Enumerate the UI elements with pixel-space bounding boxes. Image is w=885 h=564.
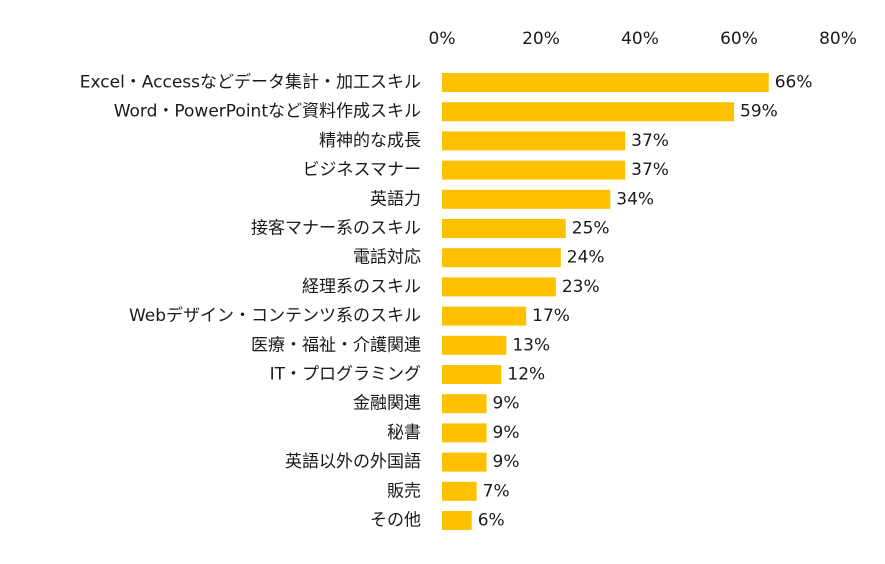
category-label: 電話対応 (353, 248, 421, 268)
category-label: 英語以外の外国語 (285, 452, 421, 472)
value-label: 17% (532, 306, 570, 326)
category-label: Word・PowerPointなど資料作成スキル (114, 102, 421, 122)
bar (442, 481, 477, 501)
bar (442, 423, 487, 443)
bar (442, 306, 527, 326)
bar (442, 102, 735, 122)
x-tick-label: 80% (819, 29, 857, 49)
value-label: 37% (631, 131, 669, 151)
value-label: 9% (493, 394, 520, 414)
category-label: 英語力 (370, 189, 421, 209)
bar (442, 160, 626, 180)
value-label: 23% (562, 277, 600, 297)
category-labels: Excel・Accessなどデータ集計・加工スキル Word・PowerPoint… (80, 72, 421, 531)
x-tick-label: 60% (720, 29, 758, 49)
category-label: 秘書 (387, 423, 421, 443)
category-label: ビジネスマナー (303, 160, 422, 180)
bar (442, 73, 769, 92)
category-label: Webデザイン・コンテンツ系のスキル (129, 305, 421, 326)
value-label: 24% (567, 248, 605, 268)
category-label: 医療・福祉・介護関連 (251, 335, 421, 355)
value-label: 66% (775, 73, 813, 93)
x-tick-label: 0% (429, 29, 456, 49)
bar (442, 248, 561, 268)
bar (442, 189, 611, 209)
bar (442, 511, 472, 530)
bar (442, 219, 566, 238)
x-axis-ticks: 0% 20% 40% 60% 80% (429, 29, 857, 49)
bar (442, 394, 487, 414)
category-label: 精神的な成長 (319, 131, 421, 151)
value-label: 37% (631, 160, 669, 180)
category-label: Excel・Accessなどデータ集計・加工スキル (80, 72, 421, 93)
value-label: 34% (616, 189, 654, 209)
bar (442, 131, 626, 151)
value-label: 25% (572, 219, 610, 239)
category-label: 販売 (387, 481, 421, 501)
value-label: 9% (493, 423, 520, 443)
bar (442, 452, 487, 472)
category-label: IT・プログラミング (270, 365, 421, 385)
value-label: 12% (507, 365, 545, 385)
category-label: 金融関連 (353, 394, 421, 414)
bar (442, 277, 556, 297)
value-label: 6% (478, 511, 505, 531)
category-label: 接客マナー系のスキル (251, 219, 421, 239)
bar (442, 365, 502, 384)
value-label: 7% (483, 481, 510, 501)
category-label: 経理系のスキル (302, 277, 421, 297)
value-labels: 66% 59% 37% 37% 34% 25% 24% 23% 17% 13% 12% 9% 9% 9% 7… (478, 73, 813, 531)
value-label: 9% (493, 452, 520, 472)
x-tick-label: 20% (522, 29, 560, 49)
category-label: その他 (370, 511, 421, 531)
value-label: 59% (740, 102, 778, 122)
x-tick-label: 40% (621, 29, 659, 49)
bar (442, 335, 507, 355)
value-label: 13% (512, 335, 550, 355)
bars (442, 73, 769, 530)
